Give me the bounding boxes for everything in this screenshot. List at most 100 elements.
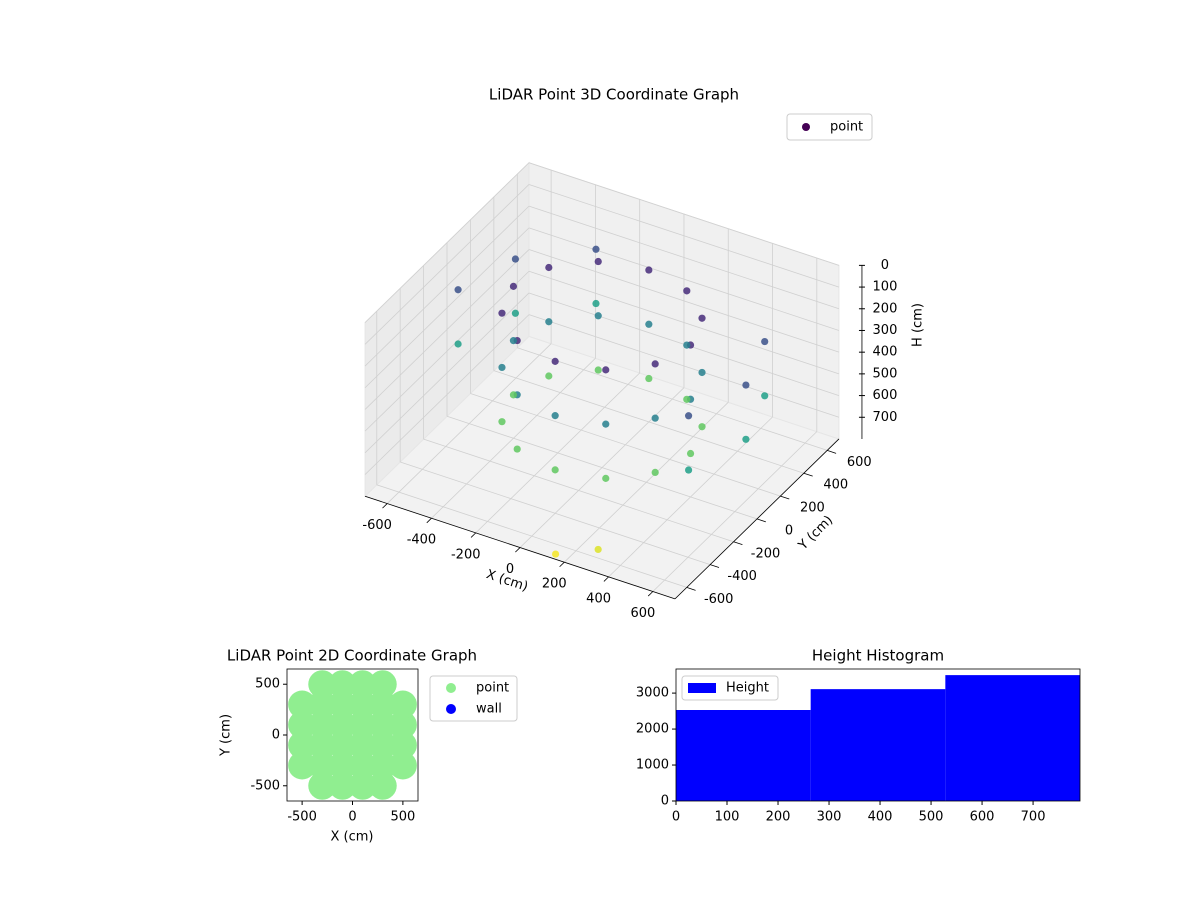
point <box>328 771 357 800</box>
x-tick-label: 0 <box>506 562 514 577</box>
grid-line <box>528 314 840 418</box>
x-tick-label: 400 <box>868 810 893 825</box>
point <box>594 312 602 320</box>
y-tick-label: 0 <box>272 728 280 743</box>
point <box>348 690 377 719</box>
grid-line <box>528 205 840 310</box>
z-tick-label: 600 <box>873 388 898 403</box>
point <box>592 245 600 253</box>
point <box>645 320 653 328</box>
point <box>594 366 602 374</box>
y-tick <box>803 472 813 477</box>
grid-line <box>517 347 828 451</box>
point <box>388 710 417 739</box>
point <box>684 466 693 474</box>
y-tick <box>780 495 790 500</box>
x-tick <box>603 576 609 582</box>
point <box>288 690 317 719</box>
plot-area <box>288 670 417 800</box>
grid-line <box>364 184 530 345</box>
point <box>511 309 520 317</box>
grid-line <box>528 184 840 288</box>
point <box>368 690 397 719</box>
x-tick-label: 200 <box>766 810 791 825</box>
y-tick-label: 1000 <box>636 758 669 773</box>
y-tick-label: 3000 <box>636 686 669 701</box>
z-tick-label: 700 <box>873 410 898 425</box>
legend-marker <box>446 683 456 693</box>
z-tick-label: 400 <box>873 345 898 360</box>
point <box>761 337 769 346</box>
legend-marker <box>802 123 810 131</box>
point <box>348 771 377 800</box>
x-tick-label: 600 <box>970 810 995 825</box>
point <box>651 468 659 477</box>
point <box>509 391 518 399</box>
point <box>348 731 377 760</box>
grid-line <box>376 484 687 588</box>
grid-line <box>423 438 734 543</box>
x-tick <box>559 561 565 568</box>
point <box>328 751 357 780</box>
point <box>368 731 397 760</box>
x-tick-label: -500 <box>287 810 317 825</box>
x-tick-label: -400 <box>407 533 437 548</box>
y-tick <box>733 541 743 546</box>
grid-line <box>493 370 804 474</box>
y-tick-label: 0 <box>661 794 669 809</box>
point <box>651 414 659 422</box>
bar <box>810 689 946 801</box>
x-tick-label: 400 <box>586 591 611 606</box>
point <box>551 550 560 558</box>
z-tick-label: 0 <box>881 258 889 273</box>
axes-frame <box>675 668 1081 802</box>
grid-line <box>528 227 840 331</box>
point <box>683 341 691 349</box>
point <box>594 257 602 266</box>
y-tick-label: -200 <box>751 546 781 561</box>
point <box>551 466 559 474</box>
grid-line <box>364 249 530 410</box>
chart-2d: -500 0 500 -500 0 500 LiDAR Point 2D Coordinat… <box>219 647 518 845</box>
z-axis-label: H (cm) <box>911 303 926 347</box>
point <box>742 435 750 443</box>
bar <box>945 675 1080 801</box>
x-tick-label: 500 <box>390 810 415 825</box>
x-tick-label: 0 <box>348 810 356 825</box>
x-tick-label: 200 <box>542 577 567 592</box>
legend-box <box>786 113 873 141</box>
x-tick-label: -200 <box>451 547 481 562</box>
point <box>328 731 357 760</box>
grid-line <box>528 249 840 353</box>
point <box>308 710 337 739</box>
point <box>368 670 397 699</box>
point <box>388 690 417 719</box>
point <box>454 340 462 348</box>
point <box>684 412 693 420</box>
z-tick-label: 300 <box>873 323 898 338</box>
point <box>651 360 659 368</box>
point <box>348 670 377 699</box>
y-tick <box>827 450 837 454</box>
x-axis-label: X (cm) <box>331 830 374 845</box>
point <box>288 731 317 760</box>
point <box>698 423 706 431</box>
point <box>308 731 337 760</box>
point <box>645 266 653 274</box>
point <box>602 366 610 374</box>
chart-title: LiDAR Point 3D Coordinate Graph <box>489 86 739 104</box>
chart-histogram: 0 100 200 300 400 500 600 700 0 1000 2000 3000 Heigh… <box>636 647 1081 825</box>
point <box>348 710 377 739</box>
x-tick <box>647 591 654 597</box>
grid-line <box>446 415 758 520</box>
legend-label: Height <box>726 681 769 696</box>
grid-line <box>364 314 530 475</box>
grid-line <box>364 227 530 389</box>
point <box>594 545 602 554</box>
y-tick <box>686 587 696 591</box>
y-tick-label: 600 <box>847 455 872 470</box>
x-tick <box>382 503 388 509</box>
point <box>698 314 706 322</box>
z-tick-label: 100 <box>873 280 898 295</box>
y-axis-label: Y (cm) <box>219 714 234 757</box>
